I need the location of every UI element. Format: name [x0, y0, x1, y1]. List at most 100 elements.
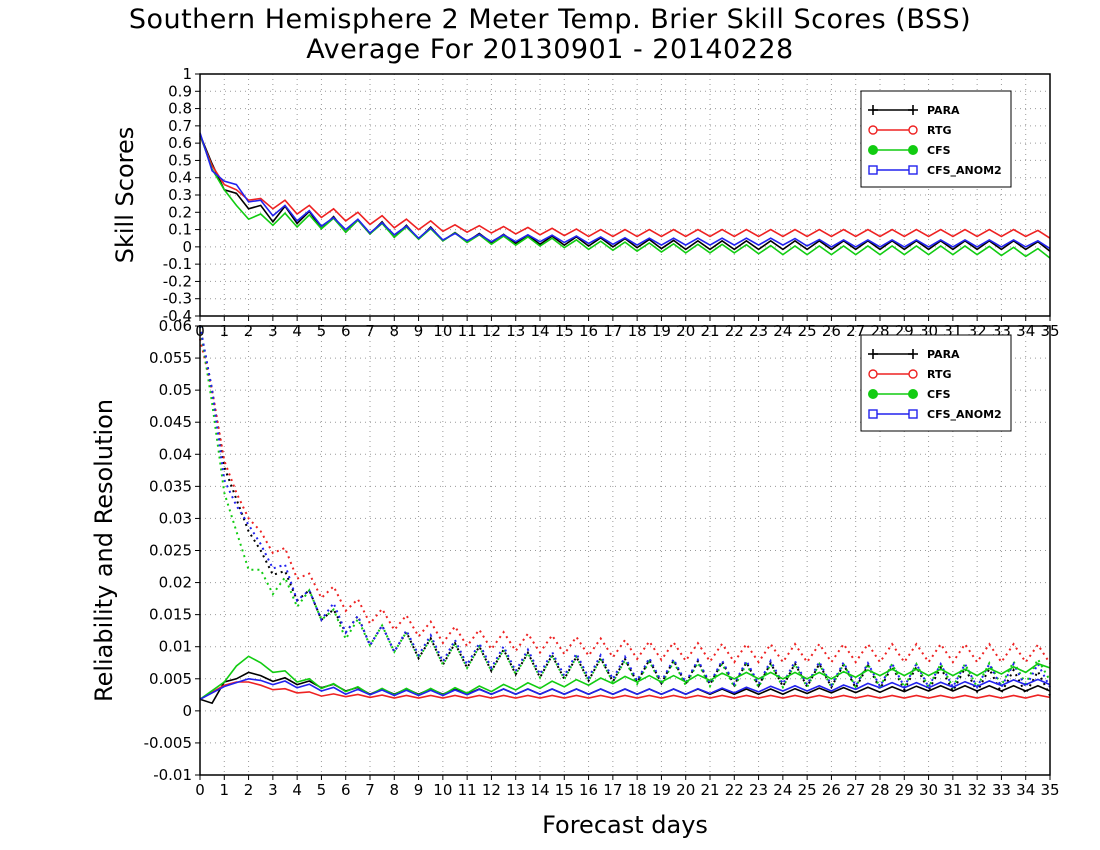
y-tick-label: 0.4: [168, 169, 192, 187]
x-tick-label: 1: [220, 781, 230, 799]
x-tick-label: 17: [603, 781, 622, 799]
y-tick-label: 0.5: [168, 151, 192, 169]
y-tick-label: 0.6: [168, 134, 192, 152]
y-tick-label: 0.1: [168, 221, 192, 239]
y-tick-label: 0.055: [149, 349, 192, 367]
chart-title-line1: Southern Hemisphere 2 Meter Temp. Brier …: [128, 4, 972, 35]
y-tick-label: 0.06: [159, 317, 192, 335]
x-tick-label: 4: [292, 781, 302, 799]
legend-marker-square: [868, 409, 878, 419]
y-tick-label: 0.8: [168, 100, 192, 118]
x-axis-title: Forecast days: [542, 811, 708, 839]
y-tick-label: 0.025: [149, 542, 192, 560]
x-tick-label: 12: [482, 781, 501, 799]
y-tick-label: 0.015: [149, 606, 192, 624]
series-rtg-line: [199, 135, 1051, 239]
x-tick-label: 14: [530, 781, 549, 799]
legend-marker-dot: [908, 389, 918, 399]
y-tick-label: 0.02: [159, 574, 192, 592]
x-tick-label: 35: [1040, 781, 1059, 799]
x-tick-label: 18: [628, 781, 647, 799]
legend-box: [860, 90, 1012, 188]
x-tick-label: 23: [749, 781, 768, 799]
legend-label: RTG: [927, 124, 952, 137]
x-tick-label: 22: [725, 781, 744, 799]
series-cfs-anom2-line: [199, 132, 1051, 250]
x-tick-label: 30: [919, 781, 938, 799]
x-tick-label: 6: [341, 781, 351, 799]
x-tick-label: 32: [968, 781, 987, 799]
legend-marker-dot: [868, 389, 878, 399]
x-tick-label: 2: [244, 781, 254, 799]
series-cfs-line: [199, 134, 1051, 259]
y-tick-label: -0.005: [144, 734, 192, 752]
legend-label: PARA: [927, 104, 960, 117]
x-tick-label: 7: [365, 781, 375, 799]
legend-marker-circle: [868, 369, 878, 379]
x-tick-label: 10: [433, 781, 452, 799]
x-tick-label: 9: [414, 781, 424, 799]
y-tick-label: 0.005: [149, 670, 192, 688]
x-tick-label: 3: [268, 781, 278, 799]
y-tick-label: 0.01: [159, 638, 192, 656]
legend-marker-square: [908, 165, 918, 175]
x-tick-label: 15: [555, 781, 574, 799]
y-tick-label: 0.035: [149, 477, 192, 495]
x-tick-label: 8: [390, 781, 400, 799]
x-tick-label: 33: [992, 781, 1011, 799]
legend-marker-circle: [908, 369, 918, 379]
x-tick-label: 19: [652, 781, 671, 799]
x-tick-label: 5: [317, 781, 327, 799]
legend-label: CFS_ANOM2: [927, 408, 1002, 421]
y-tick-label: 0.3: [168, 186, 192, 204]
x-tick-label: 27: [846, 781, 865, 799]
legend-marker-square: [908, 409, 918, 419]
legend-label: RTG: [927, 368, 952, 381]
x-tick-label: 25: [798, 781, 817, 799]
y-tick-label: -0.3: [163, 290, 192, 308]
legend-marker-dot: [908, 145, 918, 155]
x-tick-label: 20: [676, 781, 695, 799]
resolution-cfs-anom2-line: [199, 677, 1051, 701]
legend-label: CFS_ANOM2: [927, 164, 1002, 177]
y-axis-title: Skill Scores: [111, 127, 139, 264]
chart-title-line2: Average For 20130901 - 20140228: [306, 34, 794, 65]
y-tick-label: 0: [182, 702, 192, 720]
legend-marker-dot: [868, 145, 878, 155]
legend-marker-square: [868, 165, 878, 175]
y-tick-label: -0.4: [163, 307, 192, 325]
x-tick-label: 16: [579, 781, 598, 799]
reliability-resolution-panel: 0.060.0550.050.0450.040.0350.030.0250.02…: [90, 317, 1060, 839]
resolution-rtg-line: [199, 681, 1051, 700]
reliability-cfs-anom2-line: [199, 325, 1051, 690]
legend-label: CFS: [927, 388, 951, 401]
reliability-para-line: [199, 325, 1051, 696]
y-tick-label: 1: [182, 65, 192, 83]
y-tick-label: -0.1: [163, 255, 192, 273]
y-tick-label: 0.2: [168, 203, 192, 221]
x-tick-label: 31: [943, 781, 962, 799]
legend-label: CFS: [927, 144, 951, 157]
x-tick-label: 11: [458, 781, 477, 799]
x-tick-label: 0: [195, 781, 205, 799]
reliability-cfs-line: [199, 325, 1051, 690]
y-tick-label: 0.05: [159, 381, 192, 399]
legend-label: PARA: [927, 348, 960, 361]
y-tick-label: 0.9: [168, 82, 192, 100]
legend-marker-circle: [908, 125, 918, 135]
x-tick-label: 13: [506, 781, 525, 799]
x-tick-label: 26: [822, 781, 841, 799]
y-tick-label: -0.01: [153, 766, 192, 784]
y-tick-label: 0.045: [149, 413, 192, 431]
y-tick-label: 0.03: [159, 509, 192, 527]
y-tick-label: 0.7: [168, 117, 192, 135]
resolution-cfs-line: [199, 655, 1051, 700]
y-tick-label: 0: [182, 238, 192, 256]
x-tick-label: 28: [870, 781, 889, 799]
x-tick-label: 29: [895, 781, 914, 799]
x-tick-label: 34: [1016, 781, 1035, 799]
legend-marker-circle: [868, 125, 878, 135]
legend-box: [860, 334, 1012, 432]
